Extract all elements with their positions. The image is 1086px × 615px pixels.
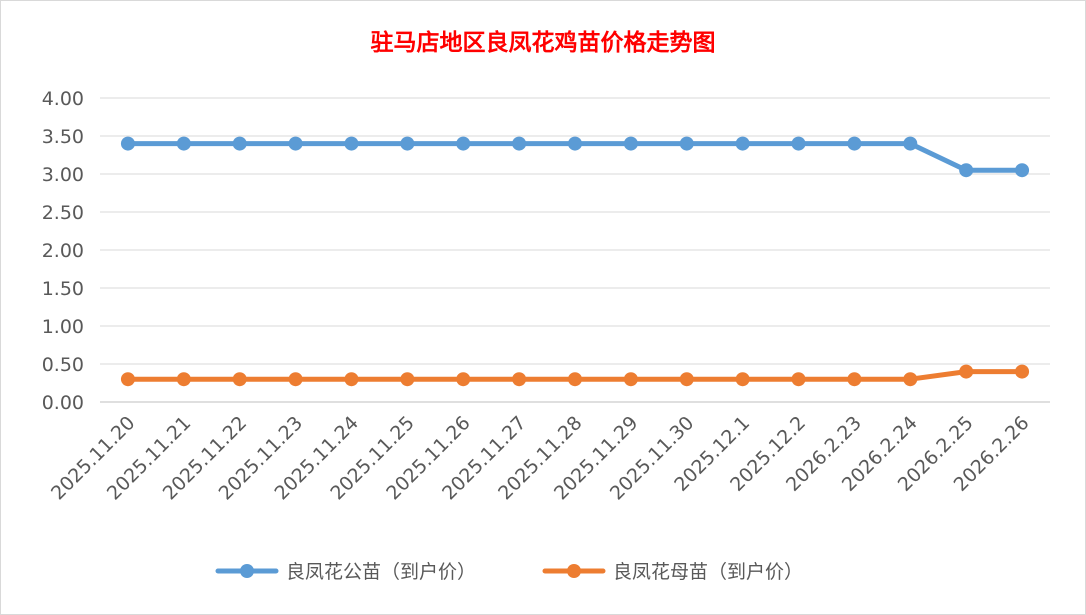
y-tick-label: 0.00 <box>42 392 84 414</box>
y-tick-label: 2.00 <box>42 240 84 262</box>
legend-marker <box>240 564 254 578</box>
y-tick-label: 0.50 <box>42 354 84 376</box>
data-point <box>120 372 135 387</box>
data-point <box>568 372 582 387</box>
data-point <box>344 136 359 151</box>
data-point <box>456 136 471 151</box>
y-axis-ticks: 0.00 0.50 1.00 1.50 2.00 2.50 3.00 3.50 4.00 <box>42 88 84 414</box>
legend-item: 良凤花母苗（到户价） <box>542 561 803 583</box>
data-point <box>903 372 918 387</box>
series-2 <box>120 364 1030 387</box>
y-tick-label: 4.00 <box>42 88 84 110</box>
data-point <box>791 136 806 151</box>
data-point <box>791 372 806 387</box>
data-point <box>512 136 527 151</box>
y-tick-label: 3.00 <box>42 164 84 186</box>
data-point <box>847 372 862 387</box>
data-point <box>344 372 359 387</box>
series-group <box>120 136 1030 387</box>
data-point <box>623 136 638 151</box>
data-point <box>288 136 303 151</box>
y-tick-label: 1.00 <box>42 316 84 338</box>
legend-label: 良凤花公苗（到户价） <box>286 561 476 583</box>
legend: 良凤花公苗（到户价） 良凤花母苗（到户价） <box>215 561 803 583</box>
data-point <box>623 372 638 387</box>
data-point <box>1015 163 1030 178</box>
chart-title: 驻马店地区良凤花鸡苗价格走势图 <box>371 29 716 56</box>
data-point <box>847 136 862 151</box>
data-point <box>735 372 750 387</box>
data-point <box>120 136 135 151</box>
x-axis-ticks: 2025.11.202025.11.212025.11.222025.11.23… <box>47 412 1034 504</box>
data-point <box>903 136 918 151</box>
data-point <box>456 372 471 387</box>
gridlines <box>100 97 1050 403</box>
data-point <box>735 136 750 151</box>
data-point <box>400 372 415 387</box>
data-point <box>176 372 191 387</box>
data-point <box>959 163 974 178</box>
y-tick-label: 1.50 <box>42 278 84 300</box>
data-point <box>679 372 694 387</box>
y-tick-label: 2.50 <box>42 202 84 224</box>
data-point <box>176 136 191 151</box>
data-point <box>1015 364 1030 379</box>
data-point <box>568 136 582 151</box>
data-point <box>679 136 694 151</box>
y-tick-label: 3.50 <box>42 126 84 148</box>
data-point <box>232 372 247 387</box>
series-1 <box>120 136 1030 178</box>
legend-label: 良凤花母苗（到户价） <box>613 561 803 583</box>
legend-marker <box>567 564 581 578</box>
data-point <box>400 136 415 151</box>
data-point <box>288 372 303 387</box>
data-point <box>959 364 974 379</box>
legend-item: 良凤花公苗（到户价） <box>215 561 476 583</box>
data-point <box>512 372 527 387</box>
data-point <box>232 136 247 151</box>
